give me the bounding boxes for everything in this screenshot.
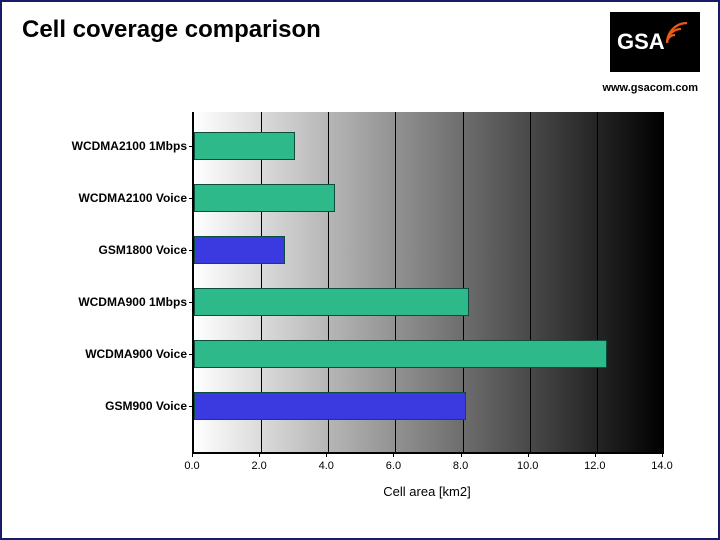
- y-category-label: GSM1800 Voice: [62, 236, 187, 264]
- y-category-label: WCDMA2100 1Mbps: [62, 132, 187, 160]
- slide-frame: Cell coverage comparison GSA www.gsacom.…: [0, 0, 720, 540]
- website-url: www.gsacom.com: [602, 82, 698, 94]
- page-title: Cell coverage comparison: [22, 16, 321, 44]
- bar: [194, 288, 469, 316]
- x-tick-mark: [461, 452, 462, 457]
- x-tick-mark: [259, 452, 260, 457]
- y-category-label: WCDMA900 Voice: [62, 340, 187, 368]
- bar: [194, 340, 607, 368]
- x-tick-label: 4.0: [311, 460, 341, 472]
- gsa-logo: GSA: [610, 12, 700, 72]
- gridline: [530, 112, 531, 452]
- x-tick-label: 8.0: [446, 460, 476, 472]
- x-tick-mark: [326, 452, 327, 457]
- logo-text: GSA: [617, 29, 665, 55]
- x-tick-label: 0.0: [177, 460, 207, 472]
- y-category-label: WCDMA900 1Mbps: [62, 288, 187, 316]
- bar: [194, 236, 285, 264]
- x-axis-title: Cell area [km2]: [192, 484, 662, 499]
- x-tick-mark: [192, 452, 193, 457]
- x-tick-label: 12.0: [580, 460, 610, 472]
- x-tick-mark: [393, 452, 394, 457]
- bar: [194, 392, 466, 420]
- signal-arcs-icon: [663, 17, 693, 45]
- gridline: [597, 112, 598, 452]
- plot-region: [192, 112, 664, 454]
- bar: [194, 132, 295, 160]
- x-tick-mark: [528, 452, 529, 457]
- x-tick-label: 14.0: [647, 460, 677, 472]
- x-tick-label: 2.0: [244, 460, 274, 472]
- bar: [194, 184, 335, 212]
- y-category-label: GSM900 Voice: [62, 392, 187, 420]
- chart-area: Cell area [km2] 0.02.04.06.08.010.012.01…: [62, 112, 672, 512]
- x-tick-mark: [662, 452, 663, 457]
- x-tick-mark: [595, 452, 596, 457]
- x-tick-label: 6.0: [378, 460, 408, 472]
- y-category-label: WCDMA2100 Voice: [62, 184, 187, 212]
- x-tick-label: 10.0: [513, 460, 543, 472]
